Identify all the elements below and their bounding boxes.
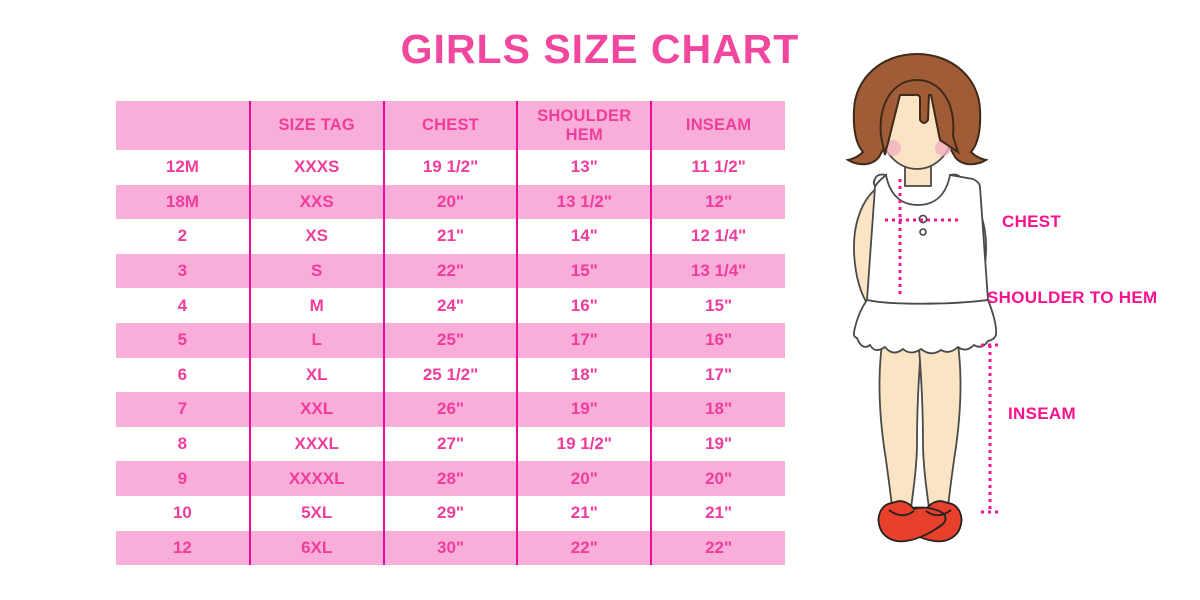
- table-cell: 21": [517, 495, 653, 531]
- table-cell: 2: [116, 219, 251, 254]
- inseam-label: INSEAM: [1008, 404, 1076, 423]
- skirt: [852, 298, 998, 355]
- table-row: 9 XXXXL 28" 20" 20": [116, 461, 785, 496]
- bangs: [879, 78, 960, 156]
- table-cell: 12": [651, 184, 785, 220]
- left-leg: [878, 343, 922, 509]
- column-header: SIZE TAG: [249, 101, 385, 150]
- table-cell: 21": [383, 219, 519, 254]
- girl-illustration: CHEST SHOULDER TO HEM INSEAM: [845, 52, 1157, 543]
- table-cell: 26": [383, 392, 519, 427]
- column-header: SHOULDER HEM: [517, 101, 653, 150]
- table-cell: 17": [517, 322, 653, 358]
- table-cell: 12: [116, 530, 251, 566]
- table-cell: 19": [705, 434, 733, 454]
- table-cell: XXXXL: [249, 461, 385, 496]
- table-cell: 4: [116, 288, 251, 323]
- table-cell: 24": [383, 288, 519, 323]
- table-cell: 8: [116, 426, 251, 462]
- table-row: 2 XS 21" 14" 12 1/4": [116, 219, 785, 254]
- table-cell: 28": [383, 461, 519, 496]
- table-row: 3 S 22" 15" 13 1/4": [116, 253, 785, 289]
- table-cell: 18M: [116, 184, 251, 220]
- left-shoe-strap: [888, 509, 915, 517]
- table-row: 7 XXL 26" 19" 18": [116, 392, 785, 427]
- column-header: [116, 101, 251, 150]
- table-row: 8 XXXL 27" 19 1/2" 19": [116, 426, 785, 462]
- table-cell: 19 1/2": [517, 426, 653, 462]
- table-header: SIZE TAG CHEST SHOULDER HEM INSEAM: [116, 101, 785, 150]
- table-cell: 27": [383, 426, 519, 462]
- table-cell: 9: [116, 461, 251, 496]
- table-cell: XL: [249, 357, 385, 393]
- table-cell: 25": [383, 322, 519, 358]
- table-cell: 11 1/2": [691, 157, 746, 177]
- table-row: 5 L 25" 17" 16": [116, 322, 785, 358]
- page-title: GIRLS SIZE CHART: [400, 26, 800, 72]
- size-table-body: 12M XXXS 19 1/2" 13" 11 1/2" 18M XXS 20" 13 1/2"…: [116, 150, 785, 566]
- shoulder-to-hem-label: SHOULDER TO HEM: [987, 288, 1157, 307]
- table-cell: XS: [249, 219, 385, 254]
- table-row: 18M XXS 20" 13 1/2" 12": [116, 184, 785, 220]
- chest-label: CHEST: [1002, 212, 1061, 231]
- table-row: 4 M 24" 16" 15": [116, 288, 785, 323]
- table-cell: M: [249, 288, 385, 323]
- blush-left: [885, 140, 901, 156]
- table-cell: 7: [116, 392, 251, 427]
- top-garment: [866, 173, 989, 305]
- right-shoe-strap: [925, 509, 952, 517]
- table-cell: 17": [705, 364, 733, 384]
- table-cell: 21": [705, 503, 733, 523]
- table-cell: 5: [116, 322, 251, 358]
- left-shoe: [877, 500, 947, 543]
- table-cell: 19": [517, 392, 653, 427]
- table-cell: 6XL: [249, 530, 385, 566]
- table-cell: 20": [517, 461, 653, 496]
- table-cell: 22": [651, 530, 785, 566]
- table-cell: 29": [383, 495, 519, 531]
- column-header: CHEST: [383, 101, 519, 150]
- table-cell: 19 1/2": [383, 150, 519, 185]
- table-cell: XXL: [249, 392, 385, 427]
- table-cell: 15": [705, 295, 733, 315]
- table-cell: 22": [383, 253, 519, 289]
- column-header: INSEAM: [651, 101, 785, 150]
- table-cell: 22": [517, 530, 653, 566]
- table-cell: 12 1/4": [690, 226, 747, 246]
- table-header-row: SIZE TAG CHEST SHOULDER HEM INSEAM: [116, 101, 785, 150]
- table-cell: S: [249, 253, 385, 289]
- table-cell: L: [249, 322, 385, 358]
- table-cell: 20": [651, 461, 785, 496]
- table-cell: 13": [517, 150, 653, 185]
- table-cell: 18": [651, 392, 785, 427]
- table-row: 12 6XL 30" 22" 22": [116, 530, 785, 566]
- table-cell: 6: [116, 357, 251, 393]
- table-cell: 10: [116, 495, 251, 531]
- table-cell: 25 1/2": [383, 357, 519, 393]
- table-cell: 15": [517, 253, 653, 289]
- table-cell: 3: [116, 253, 251, 289]
- table-cell: 20": [383, 184, 519, 220]
- table-cell: 14": [517, 219, 653, 254]
- table-cell: 12M: [116, 150, 251, 185]
- table-cell: 16": [651, 322, 785, 358]
- table-cell: 5XL: [249, 495, 385, 531]
- table-row: 10 5XL 29" 21" 21": [116, 495, 785, 531]
- button-bottom: [919, 228, 927, 236]
- table-cell: 13 1/2": [517, 184, 653, 220]
- table-row: 12M XXXS 19 1/2" 13" 11 1/2": [116, 150, 785, 185]
- right-leg: [918, 343, 962, 509]
- table-cell: XXS: [249, 184, 385, 220]
- size-chart-table: SIZE TAG CHEST SHOULDER HEM INSEAM 12M XXXS 1…: [116, 101, 785, 566]
- table-row: 6 XL 25 1/2" 18" 17": [116, 357, 785, 393]
- table-cell: 30": [383, 530, 519, 566]
- table-cell: 18": [517, 357, 653, 393]
- table-cell: 13 1/4": [651, 253, 785, 289]
- table-cell: XXXS: [249, 150, 385, 185]
- table-cell: 16": [517, 288, 653, 323]
- table-cell: XXXL: [249, 426, 385, 462]
